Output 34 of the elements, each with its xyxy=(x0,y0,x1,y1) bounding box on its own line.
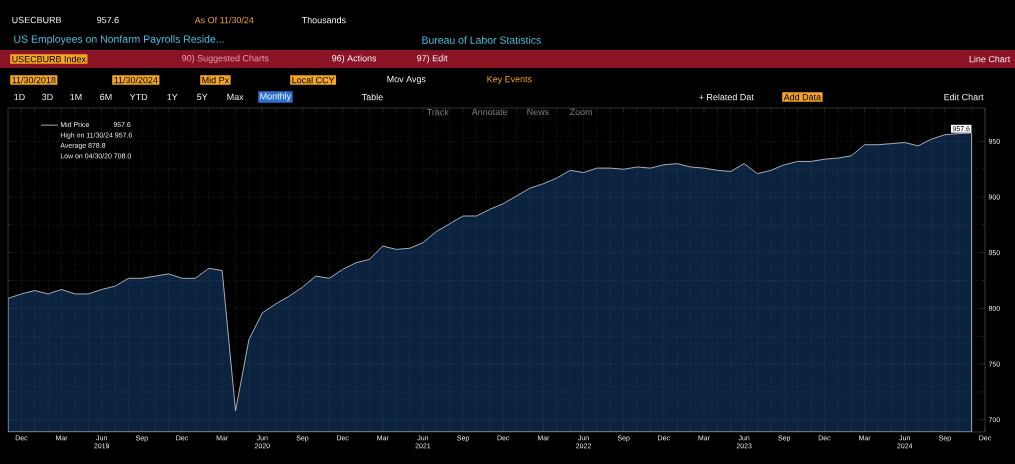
text: YTD xyxy=(129,93,148,101)
text: 1Y xyxy=(167,93,178,101)
text: Local CCY xyxy=(292,76,335,84)
annotation: News xyxy=(527,108,549,116)
text: Mid Px xyxy=(202,76,230,84)
text: 6M xyxy=(100,93,112,101)
chart-subtitle: Bureau of Labor Statistics xyxy=(422,36,541,44)
text: Monthly xyxy=(260,92,292,102)
text: USECBURB Index xyxy=(12,55,86,63)
text: Line Chart xyxy=(969,55,1011,63)
annotation: Annotate xyxy=(471,108,508,116)
text: 11/30/2018 xyxy=(12,76,56,84)
text: 957.6 xyxy=(97,16,119,24)
text: USECBURB xyxy=(12,16,62,24)
text: 5Y xyxy=(197,93,208,101)
chart-title: US Employees on Nonfarm Payrolls Reside... xyxy=(14,35,224,45)
text: Thousands xyxy=(301,16,346,24)
text: 96) Actions xyxy=(332,54,377,64)
text: + Related Dat xyxy=(699,93,754,101)
annotation: Zoom xyxy=(569,108,593,116)
text: 11/30/2024 xyxy=(114,76,158,84)
text: 97) Edit xyxy=(417,54,448,64)
text: As Of 11/30/24 xyxy=(194,16,254,24)
text: 1D xyxy=(14,93,25,101)
text: 90) Suggested Charts xyxy=(182,54,269,64)
text: Edit Chart xyxy=(944,93,984,101)
text: Table xyxy=(361,93,383,101)
text: Max xyxy=(227,93,244,101)
text: Mov Avgs xyxy=(387,75,426,84)
text: 3D xyxy=(42,93,53,101)
text: Key Events xyxy=(487,75,532,84)
annotation: Track xyxy=(426,108,449,116)
text: 1M xyxy=(70,93,82,101)
text: Add Data xyxy=(783,93,822,101)
